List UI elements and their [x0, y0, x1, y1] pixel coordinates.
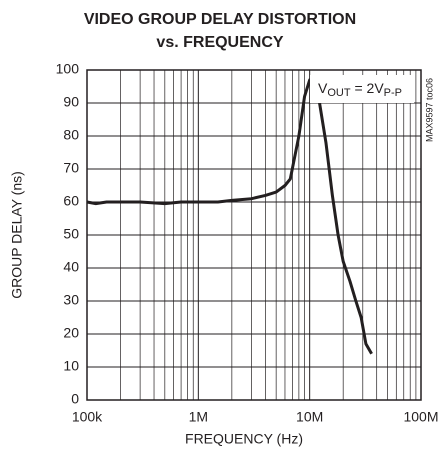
y-tick-label: 50	[63, 226, 79, 242]
y-tick-label: 100	[56, 61, 80, 77]
y-axis-label: GROUP DELAY (ns)	[9, 171, 25, 299]
x-tick-label: 1M	[189, 409, 208, 425]
annotation-bg	[310, 75, 414, 103]
annotation-part: = 2V	[351, 80, 385, 96]
data-line	[86, 78, 373, 355]
y-tick-label: 40	[63, 259, 79, 275]
x-tick-label: 100k	[72, 409, 103, 425]
x-axis-label: FREQUENCY (Hz)	[185, 431, 303, 447]
y-tick-label: 70	[63, 160, 79, 176]
annotation-part: OUT	[327, 87, 351, 99]
x-tick-label: 10M	[296, 409, 323, 425]
y-tick-label: 10	[63, 358, 79, 374]
chart-title: VIDEO GROUP DELAY DISTORTION	[84, 11, 356, 28]
annotation-part: P-P	[384, 87, 402, 99]
x-tick-label: 100M	[403, 409, 438, 425]
y-tick-label: 0	[71, 391, 79, 407]
chart-title: vs. FREQUENCY	[156, 34, 283, 51]
side-note: MAX9597 toc06	[424, 78, 434, 142]
y-tick-label: 30	[63, 292, 79, 308]
plot-frame	[86, 69, 422, 401]
y-tick-label: 60	[63, 193, 79, 209]
y-tick-label: 90	[63, 94, 79, 110]
annotation: VOUT = 2VP-P	[318, 80, 402, 99]
annotation-part: V	[318, 80, 328, 96]
y-tick-label: 20	[63, 325, 79, 341]
y-tick-label: 80	[63, 127, 79, 143]
